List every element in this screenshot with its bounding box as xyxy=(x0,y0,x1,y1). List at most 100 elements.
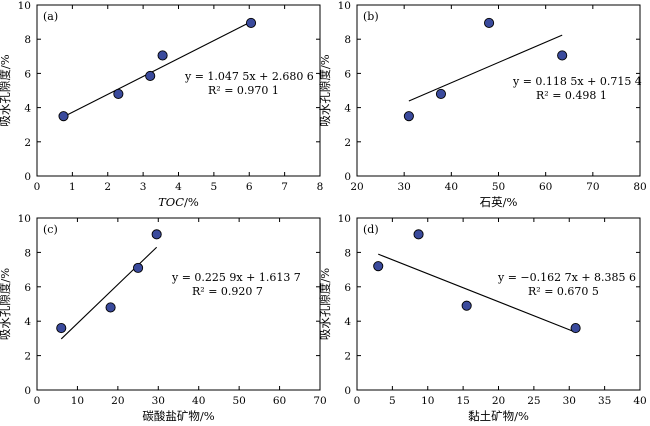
x-tick-label: 3 xyxy=(140,181,147,193)
y-tick-label: 2 xyxy=(24,351,31,363)
x-axis-title: 碳酸盐矿物/% xyxy=(142,409,214,423)
data-point xyxy=(413,229,424,240)
r-squared: R² = 0.670 5 xyxy=(528,285,599,298)
x-tick-label: 4 xyxy=(175,181,182,193)
r-squared: R² = 0.498 1 xyxy=(536,89,607,102)
y-tick-label: 10 xyxy=(338,0,351,12)
regression-line xyxy=(63,21,252,118)
x-tick-label: 10 xyxy=(421,395,434,407)
y-tick-label: 8 xyxy=(344,247,351,259)
plot-frame xyxy=(356,217,641,391)
y-tick-label: 0 xyxy=(24,171,31,183)
y-tick-label: 10 xyxy=(338,213,351,225)
r-squared: R² = 0.970 1 xyxy=(208,84,279,97)
data-point xyxy=(435,88,447,99)
x-tick-label: 20 xyxy=(111,395,124,407)
r-squared: R² = 0.920 7 xyxy=(192,285,263,298)
data-point xyxy=(145,70,156,82)
x-tick-label: 5 xyxy=(211,181,218,193)
y-tick-label: 0 xyxy=(344,171,351,183)
x-tick-label: 80 xyxy=(633,181,646,193)
x-tick-label: 10 xyxy=(71,395,84,407)
data-point xyxy=(151,229,162,240)
x-tick-label: 8 xyxy=(317,181,324,193)
panel-4: 0 5 10 15 20 25 30 35 40 0 2 4 6 8 10 黏土矿物/% 吸水孔隙度/% (d) y… xyxy=(318,213,647,423)
y-tick-label: 0 xyxy=(344,385,351,397)
y-tick-label: 8 xyxy=(24,247,31,259)
y-tick-label: 2 xyxy=(344,137,351,149)
data-point xyxy=(403,111,414,122)
panel-label: (b) xyxy=(363,10,379,23)
data-point xyxy=(484,17,495,29)
x-tick-label: 5 xyxy=(389,395,396,407)
x-tick-label: 50 xyxy=(492,181,505,193)
data-point xyxy=(133,262,144,273)
data-point xyxy=(461,300,472,311)
data-point xyxy=(570,323,581,334)
x-tick-label: 40 xyxy=(445,181,458,193)
y-tick-label: 6 xyxy=(344,68,351,80)
panel-1: 0 1 2 3 4 5 6 7 8 0 2 4 6 8 10 TOC/% 吸水孔隙度/% (a) y = 1.047… xyxy=(0,0,323,209)
data-point xyxy=(557,50,568,61)
x-tick-label: 35 xyxy=(598,395,611,407)
regression-line xyxy=(408,34,563,102)
panel-label: (a) xyxy=(43,10,58,23)
y-tick-label: 4 xyxy=(344,316,351,328)
x-tick-label: 2 xyxy=(104,181,111,193)
y-axis-title: 吸水孔隙度/% xyxy=(0,268,12,340)
x-tick-label: 50 xyxy=(232,395,245,407)
data-point xyxy=(56,323,67,334)
panel-label: (d) xyxy=(363,223,379,236)
x-tick-label: 30 xyxy=(397,181,410,193)
y-tick-label: 10 xyxy=(18,213,31,225)
y-tick-label: 2 xyxy=(24,137,31,149)
regression-equation: y = 0.225 9x + 1.613 7 xyxy=(171,271,301,284)
regression-equation: y = 1.047 5x + 2.680 6 xyxy=(184,70,314,83)
x-tick-label: 20 xyxy=(492,395,505,407)
data-point xyxy=(245,17,257,29)
data-point xyxy=(105,302,116,313)
x-tick-label: 20 xyxy=(350,181,363,193)
x-tick-label: 40 xyxy=(192,395,205,407)
x-tick-label: 15 xyxy=(456,395,469,407)
data-point xyxy=(58,111,69,122)
x-tick-label: 25 xyxy=(527,395,540,407)
y-tick-label: 6 xyxy=(24,282,31,294)
x-tick-label: 70 xyxy=(313,395,326,407)
regression-equation: y = 0.118 5x + 0.715 4 xyxy=(512,75,642,88)
y-tick-label: 4 xyxy=(344,103,351,115)
x-tick-label: 60 xyxy=(539,181,552,193)
x-axis-title: 黏土矿物/% xyxy=(468,409,529,423)
y-tick-label: 8 xyxy=(344,34,351,46)
data-point xyxy=(113,88,124,99)
y-axis-title: 吸水孔隙度/% xyxy=(318,54,332,126)
regression-equation: y = −0.162 7x + 8.385 6 xyxy=(497,271,636,284)
y-tick-label: 2 xyxy=(344,351,351,363)
x-axis-title: 石英/% xyxy=(480,195,518,209)
x-axis-title: TOC/% xyxy=(158,195,199,209)
y-tick-label: 0 xyxy=(24,385,31,397)
x-tick-label: 0 xyxy=(34,181,41,193)
y-axis-title: 吸水孔隙度/% xyxy=(0,54,12,126)
y-tick-label: 6 xyxy=(24,68,31,80)
panel-label: (c) xyxy=(43,223,58,236)
y-tick-label: 10 xyxy=(18,0,31,12)
x-tick-label: 70 xyxy=(586,181,599,193)
data-point xyxy=(373,261,384,272)
x-tick-label: 6 xyxy=(246,181,253,193)
data-point xyxy=(157,50,168,61)
x-tick-label: 60 xyxy=(273,395,286,407)
y-tick-label: 4 xyxy=(24,316,31,328)
x-tick-label: 0 xyxy=(354,395,361,407)
panel-3: 0 10 20 30 40 50 60 70 0 2 4 6 8 10 碳酸盐矿物/% 吸水孔隙度/% (c) y… xyxy=(0,213,327,423)
panel-2: 20 30 40 50 60 70 80 0 2 4 6 8 10 石英/% 吸水孔隙度/% (b) y = 0… xyxy=(318,0,647,209)
y-tick-label: 8 xyxy=(24,34,31,46)
x-tick-label: 30 xyxy=(563,395,576,407)
x-tick-label: 30 xyxy=(152,395,165,407)
x-tick-label: 1 xyxy=(69,181,76,193)
x-tick-label: 0 xyxy=(34,395,41,407)
y-tick-label: 4 xyxy=(24,103,31,115)
x-tick-label: 40 xyxy=(633,395,646,407)
x-tick-label: 7 xyxy=(281,181,288,193)
